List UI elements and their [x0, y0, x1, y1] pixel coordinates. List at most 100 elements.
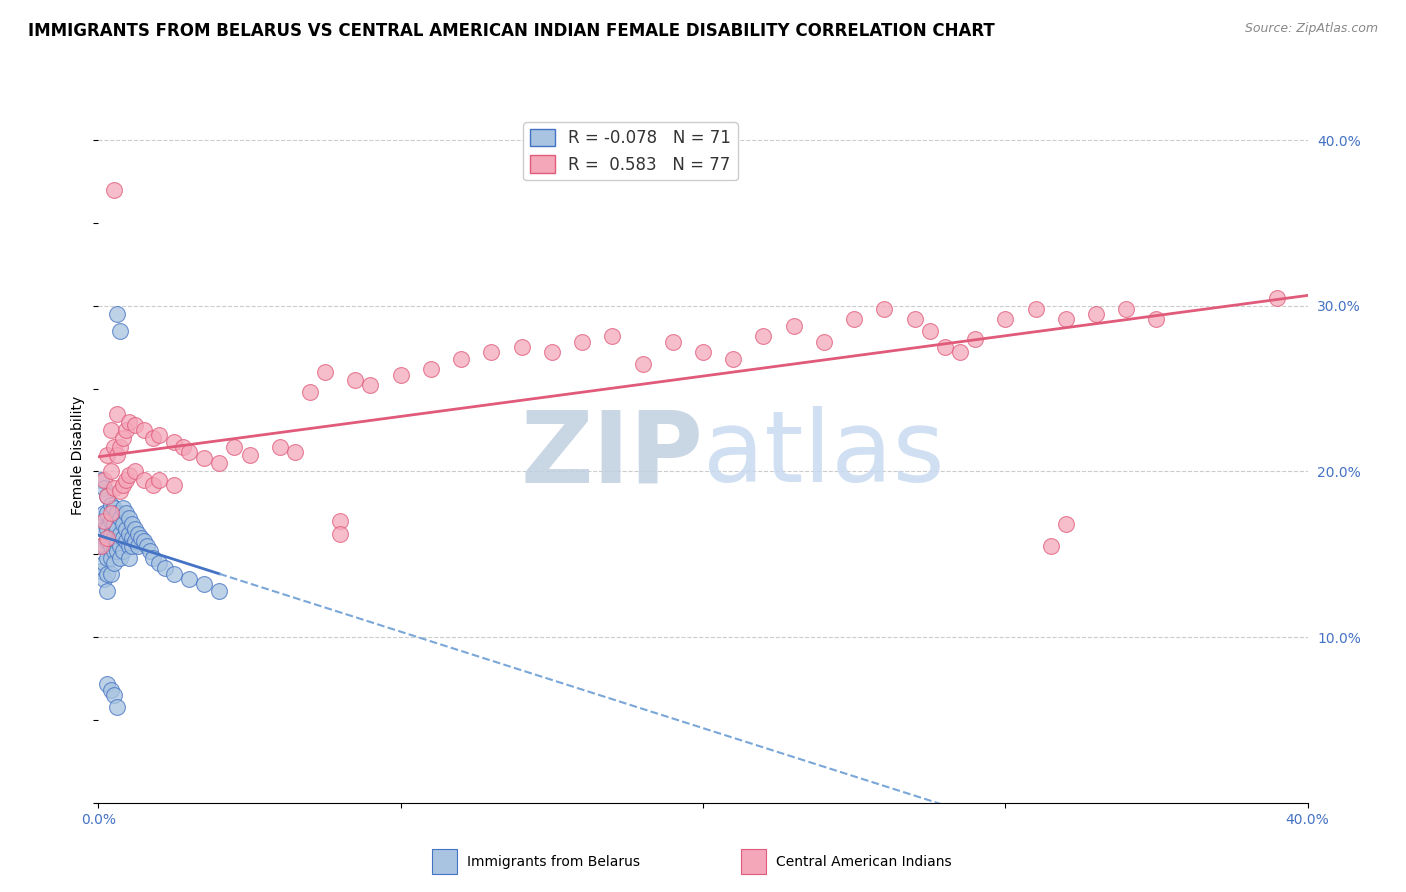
Point — [105, 523, 128, 537]
Point — [111, 477, 134, 491]
Point — [965, 332, 987, 346]
Point — [813, 335, 835, 350]
Point — [163, 477, 186, 491]
Text: Immigrants from Belarus: Immigrants from Belarus — [467, 855, 640, 869]
Point — [344, 373, 367, 387]
Point — [118, 467, 141, 482]
Point — [132, 423, 155, 437]
Point — [111, 500, 134, 515]
Legend: R = -0.078   N = 71, R =  0.583   N = 77: R = -0.078 N = 71, R = 0.583 N = 77 — [523, 122, 738, 180]
Point — [108, 324, 131, 338]
Point — [103, 183, 125, 197]
Point — [994, 312, 1017, 326]
Point — [127, 527, 149, 541]
Point — [96, 534, 118, 549]
Point — [124, 534, 146, 549]
Point — [124, 523, 146, 537]
Point — [100, 465, 122, 479]
Point — [1024, 302, 1046, 317]
Point — [114, 423, 136, 437]
Point — [103, 531, 125, 545]
Point — [121, 517, 143, 532]
Point — [118, 550, 141, 565]
Point — [105, 448, 128, 462]
Point — [100, 498, 122, 512]
Point — [96, 523, 118, 537]
Point — [103, 500, 125, 515]
Point — [118, 511, 141, 525]
Point — [108, 527, 131, 541]
Point — [127, 539, 149, 553]
Point — [1144, 312, 1167, 326]
Point — [148, 556, 170, 570]
Text: atlas: atlas — [703, 407, 945, 503]
Text: Central American Indians: Central American Indians — [776, 855, 952, 869]
Point — [93, 539, 115, 553]
Point — [108, 550, 131, 565]
Point — [100, 683, 122, 698]
Point — [299, 384, 322, 399]
Point — [135, 539, 157, 553]
Point — [100, 423, 122, 437]
Point — [179, 572, 201, 586]
Point — [90, 473, 112, 487]
Point — [142, 431, 165, 445]
Point — [153, 560, 176, 574]
Point — [114, 473, 136, 487]
Point — [1054, 312, 1077, 326]
Point — [752, 328, 775, 343]
Point — [844, 312, 866, 326]
Point — [692, 345, 714, 359]
Text: IMMIGRANTS FROM BELARUS VS CENTRAL AMERICAN INDIAN FEMALE DISABILITY CORRELATION: IMMIGRANTS FROM BELARUS VS CENTRAL AMERI… — [28, 22, 995, 40]
Point — [105, 699, 128, 714]
Point — [103, 481, 125, 495]
Point — [90, 539, 112, 553]
Point — [111, 517, 134, 532]
Point — [96, 489, 118, 503]
Point — [934, 340, 956, 354]
Point — [96, 531, 118, 545]
Point — [284, 444, 307, 458]
Point — [873, 302, 896, 317]
Point — [571, 335, 593, 350]
Point — [96, 676, 118, 690]
Point — [93, 523, 115, 537]
Point — [100, 514, 122, 528]
Point — [108, 511, 131, 525]
Point — [103, 556, 125, 570]
Text: ZIP: ZIP — [520, 407, 703, 503]
Point — [90, 564, 112, 578]
Point — [602, 328, 624, 343]
Point — [108, 440, 131, 454]
Point — [163, 434, 186, 449]
Point — [100, 527, 122, 541]
Point — [1267, 291, 1289, 305]
Point — [224, 440, 246, 454]
Point — [100, 567, 122, 582]
Point — [193, 577, 215, 591]
Point — [118, 415, 141, 429]
Point — [90, 539, 112, 553]
Point — [124, 465, 146, 479]
Point — [172, 440, 194, 454]
Point — [111, 544, 134, 558]
Point — [114, 534, 136, 549]
Point — [96, 550, 118, 565]
Point — [103, 688, 125, 702]
Point — [100, 506, 122, 520]
Point — [918, 324, 941, 338]
Point — [783, 318, 806, 333]
Point — [132, 473, 155, 487]
Point — [389, 368, 412, 383]
Text: Source: ZipAtlas.com: Source: ZipAtlas.com — [1244, 22, 1378, 36]
Point — [179, 444, 201, 458]
Point — [662, 335, 685, 350]
Point — [329, 514, 352, 528]
Point — [100, 550, 122, 565]
Point — [105, 307, 128, 321]
Point — [108, 539, 131, 553]
Point — [96, 583, 118, 598]
Point — [96, 448, 118, 462]
Point — [103, 517, 125, 532]
Y-axis label: Female Disability: Female Disability — [72, 395, 86, 515]
